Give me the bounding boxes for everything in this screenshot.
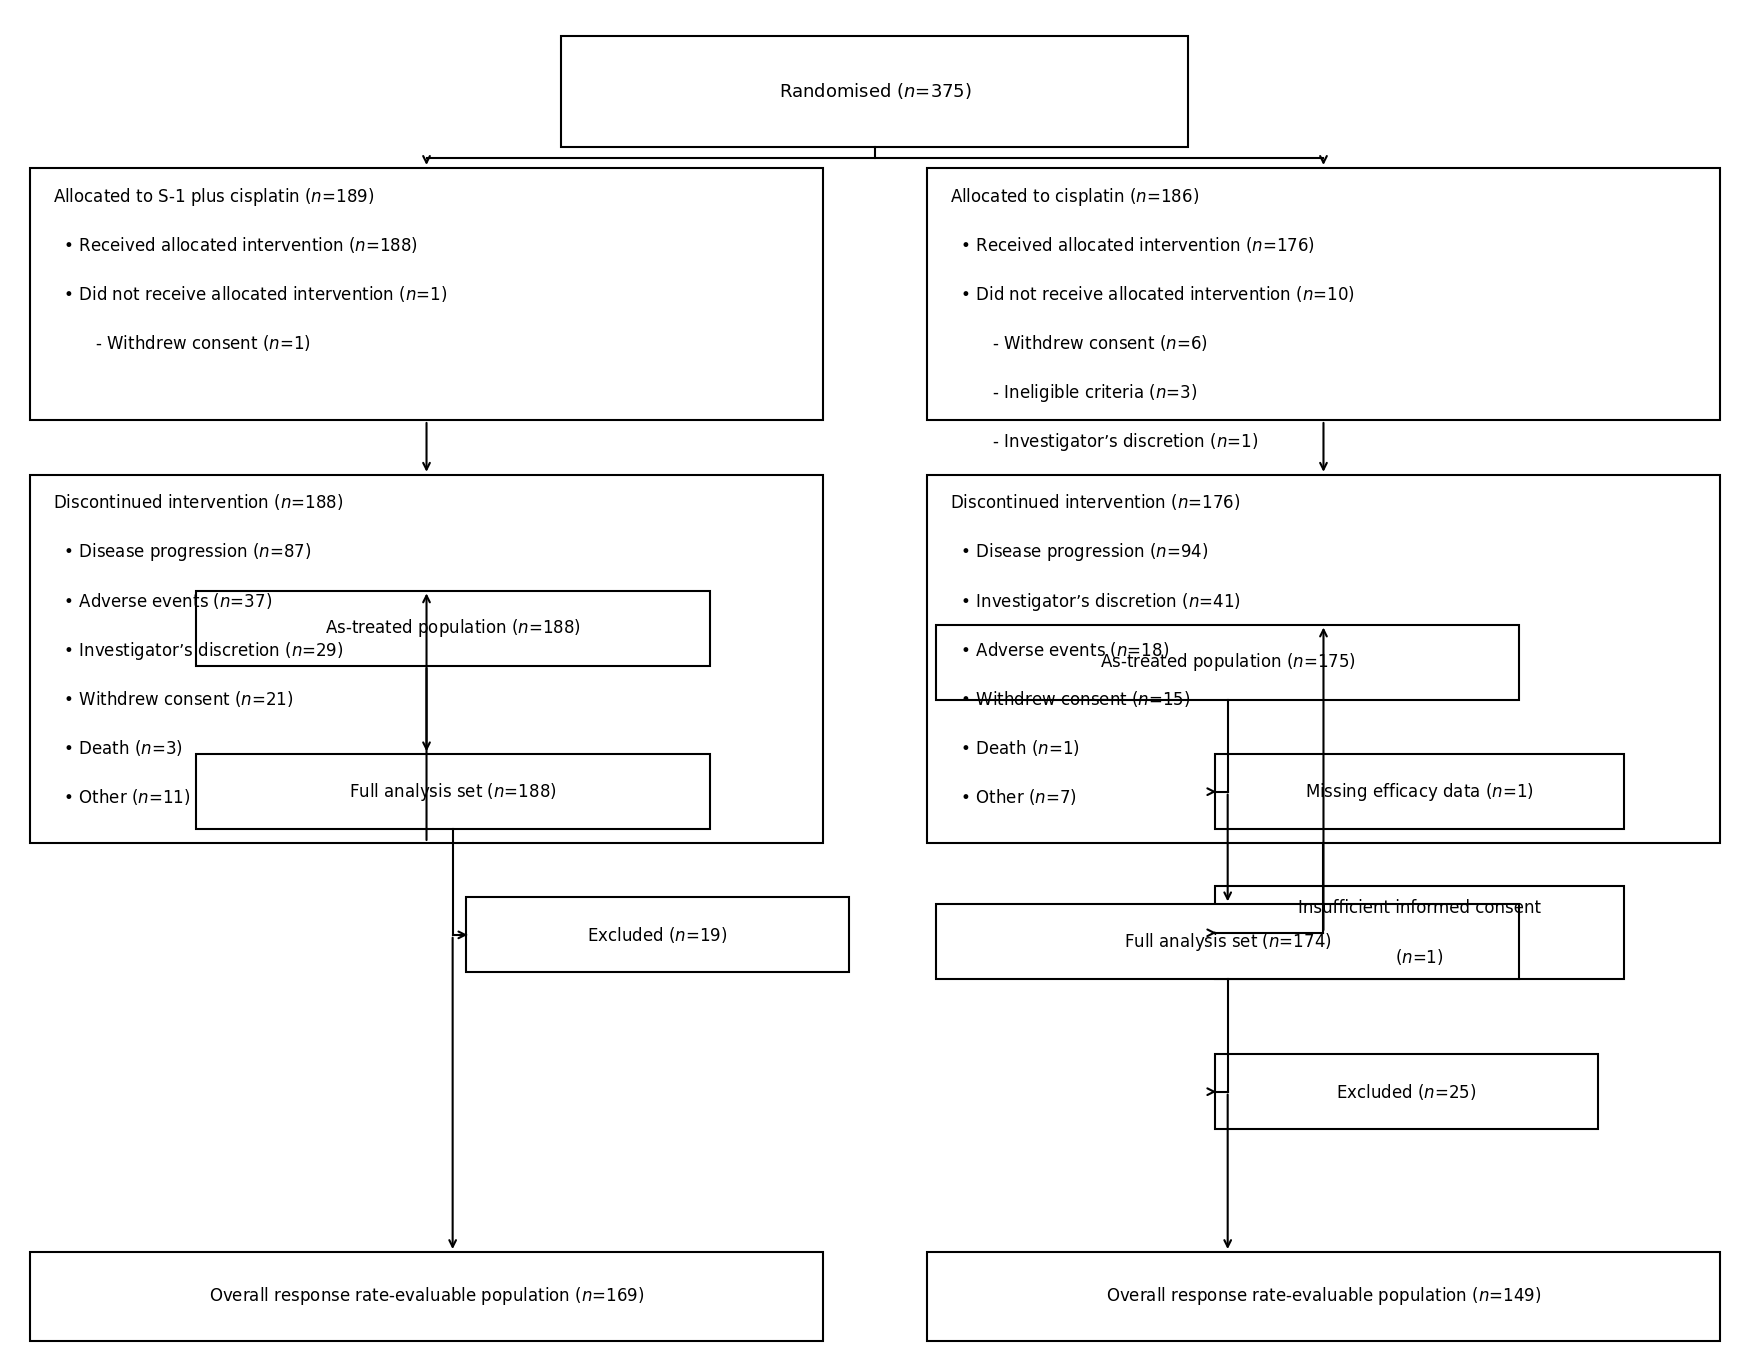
Bar xyxy=(30,1251,822,1340)
Text: • Investigator’s discretion ($\mathit{n}$=29): • Investigator’s discretion ($\mathit{n}… xyxy=(52,639,343,661)
Text: • Did not receive allocated intervention ($\mathit{n}$=1): • Did not receive allocated intervention… xyxy=(52,284,448,303)
Text: Overall response rate-evaluable population ($\mathit{n}$=169): Overall response rate-evaluable populati… xyxy=(208,1286,644,1308)
Text: Overall response rate-evaluable population ($\mathit{n}$=149): Overall response rate-evaluable populati… xyxy=(1106,1286,1542,1308)
Text: Full analysis set ($\mathit{n}$=174): Full analysis set ($\mathit{n}$=174) xyxy=(1124,930,1332,952)
Bar xyxy=(1214,755,1624,829)
Text: Excluded ($\mathit{n}$=25): Excluded ($\mathit{n}$=25) xyxy=(1335,1081,1477,1102)
Text: Full analysis set ($\mathit{n}$=188): Full analysis set ($\mathit{n}$=188) xyxy=(348,781,556,803)
Bar xyxy=(1214,886,1624,980)
Text: Missing efficacy data ($\mathit{n}$=1): Missing efficacy data ($\mathit{n}$=1) xyxy=(1306,781,1533,803)
Bar xyxy=(30,475,822,842)
Text: • Adverse events ($\mathit{n}$=37): • Adverse events ($\mathit{n}$=37) xyxy=(52,590,271,611)
Text: • Death ($\mathit{n}$=1): • Death ($\mathit{n}$=1) xyxy=(950,738,1080,757)
Text: As-treated population ($\mathit{n}$=175): As-treated population ($\mathit{n}$=175) xyxy=(1099,652,1356,674)
Text: As-treated population ($\mathit{n}$=188): As-treated population ($\mathit{n}$=188) xyxy=(326,617,581,639)
Bar xyxy=(1214,1054,1598,1129)
Text: • Received allocated intervention ($\mathit{n}$=176): • Received allocated intervention ($\mat… xyxy=(950,235,1314,255)
Text: • Other ($\mathit{n}$=11): • Other ($\mathit{n}$=11) xyxy=(52,788,191,807)
Text: • Withdrew consent ($\mathit{n}$=15): • Withdrew consent ($\mathit{n}$=15) xyxy=(950,689,1190,709)
Text: - Withdrew consent ($\mathit{n}$=1): - Withdrew consent ($\mathit{n}$=1) xyxy=(52,333,312,353)
Text: Discontinued intervention ($\mathit{n}$=176): Discontinued intervention ($\mathit{n}$=… xyxy=(950,493,1241,512)
Bar xyxy=(466,897,849,973)
Text: • Withdrew consent ($\mathit{n}$=21): • Withdrew consent ($\mathit{n}$=21) xyxy=(52,689,294,709)
Text: Allocated to S-1 plus cisplatin ($\mathit{n}$=189): Allocated to S-1 plus cisplatin ($\mathi… xyxy=(52,185,374,207)
Bar xyxy=(30,167,822,420)
Text: • Adverse events ($\mathit{n}$=18): • Adverse events ($\mathit{n}$=18) xyxy=(950,639,1169,660)
Text: • Did not receive allocated intervention ($\mathit{n}$=10): • Did not receive allocated intervention… xyxy=(950,284,1354,303)
Bar xyxy=(928,475,1720,842)
Text: ($\mathit{n}$=1): ($\mathit{n}$=1) xyxy=(1395,948,1444,967)
Bar xyxy=(196,755,709,829)
Text: • Disease progression ($\mathit{n}$=87): • Disease progression ($\mathit{n}$=87) xyxy=(52,542,312,564)
Text: Randomised ($\mathit{n}$=375): Randomised ($\mathit{n}$=375) xyxy=(779,81,971,102)
Text: - Investigator’s discretion ($\mathit{n}$=1): - Investigator’s discretion ($\mathit{n}… xyxy=(950,431,1258,453)
Text: - Withdrew consent ($\mathit{n}$=6): - Withdrew consent ($\mathit{n}$=6) xyxy=(950,333,1208,353)
Text: - Ineligible criteria ($\mathit{n}$=3): - Ineligible criteria ($\mathit{n}$=3) xyxy=(950,381,1197,403)
Text: Discontinued intervention ($\mathit{n}$=188): Discontinued intervention ($\mathit{n}$=… xyxy=(52,493,343,512)
Text: Insufficient informed consent: Insufficient informed consent xyxy=(1298,899,1540,918)
Text: • Other ($\mathit{n}$=7): • Other ($\mathit{n}$=7) xyxy=(950,788,1076,807)
Bar xyxy=(936,904,1519,980)
Bar xyxy=(928,1251,1720,1340)
Bar xyxy=(196,590,709,665)
Text: • Received allocated intervention ($\mathit{n}$=188): • Received allocated intervention ($\mat… xyxy=(52,235,418,255)
Bar xyxy=(562,36,1188,147)
Text: Allocated to cisplatin ($\mathit{n}$=186): Allocated to cisplatin ($\mathit{n}$=186… xyxy=(950,185,1199,207)
Text: • Disease progression ($\mathit{n}$=94): • Disease progression ($\mathit{n}$=94) xyxy=(950,542,1209,564)
Text: • Investigator’s discretion ($\mathit{n}$=41): • Investigator’s discretion ($\mathit{n}… xyxy=(950,590,1241,612)
Text: • Death ($\mathit{n}$=3): • Death ($\mathit{n}$=3) xyxy=(52,738,182,757)
Bar xyxy=(928,167,1720,420)
Bar xyxy=(936,624,1519,700)
Text: Excluded ($\mathit{n}$=19): Excluded ($\mathit{n}$=19) xyxy=(586,925,728,945)
